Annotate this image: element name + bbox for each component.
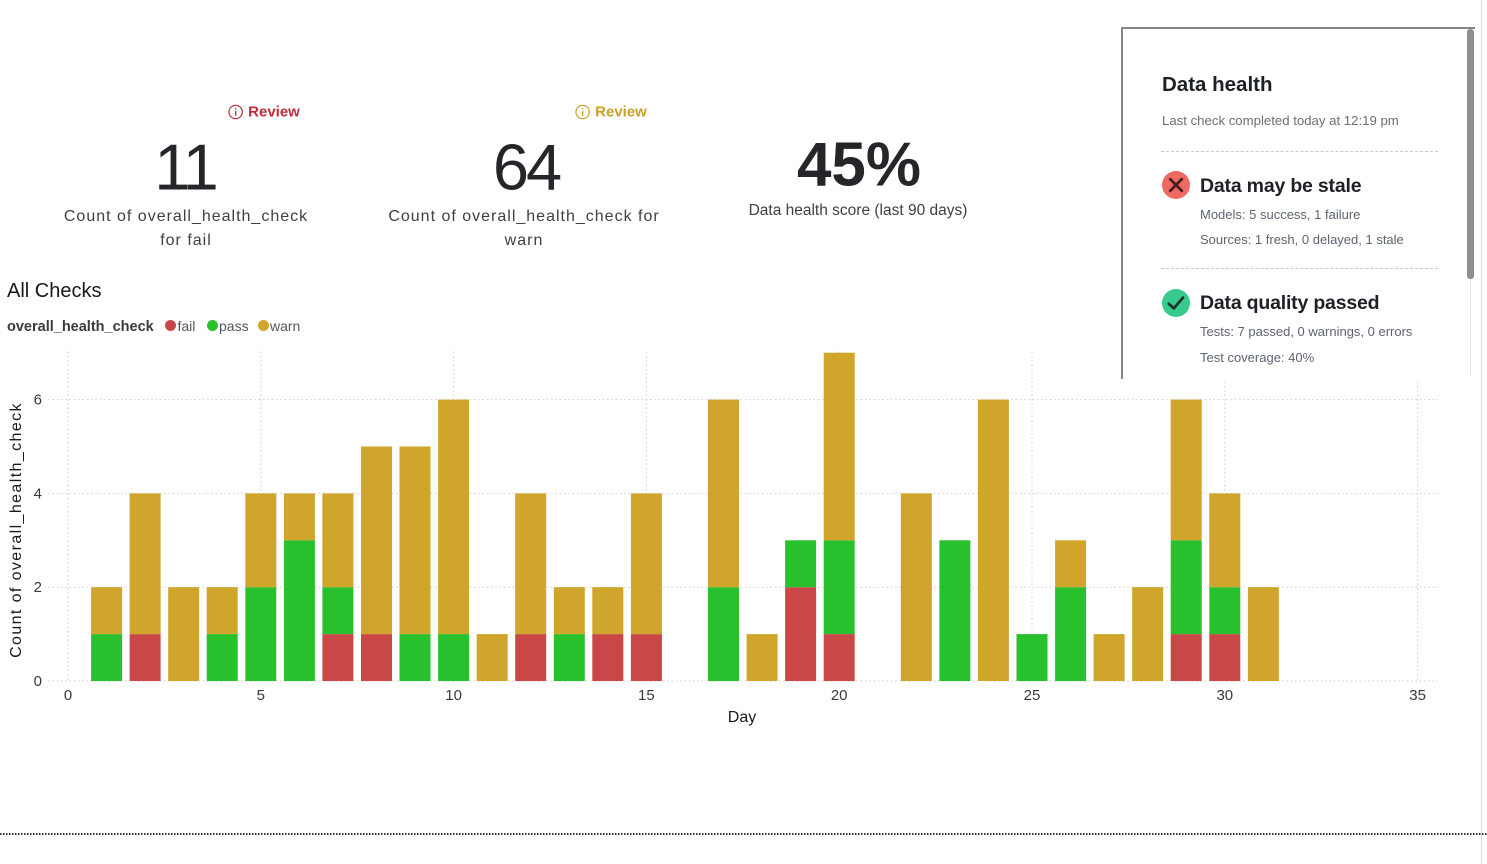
svg-text:6: 6 (34, 392, 42, 409)
svg-text:15: 15 (638, 687, 655, 704)
svg-text:Count of overall_health_check: Count of overall_health_check (8, 402, 25, 658)
svg-text:25: 25 (1024, 687, 1041, 704)
svg-text:0: 0 (34, 673, 42, 690)
svg-text:30: 30 (1216, 687, 1233, 704)
svg-text:4: 4 (34, 485, 42, 502)
svg-text:20: 20 (831, 687, 848, 704)
svg-text:35: 35 (1409, 687, 1426, 704)
svg-text:5: 5 (257, 687, 265, 704)
svg-text:2: 2 (34, 579, 42, 596)
svg-text:10: 10 (445, 687, 462, 704)
svg-text:Day: Day (728, 709, 756, 726)
svg-text:0: 0 (64, 687, 72, 704)
